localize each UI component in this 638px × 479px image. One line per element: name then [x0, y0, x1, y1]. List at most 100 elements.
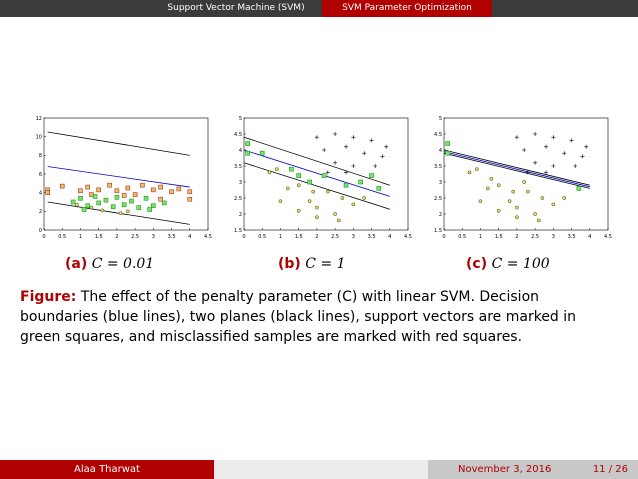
plus-point — [580, 154, 585, 159]
x-tick-label: 2 — [115, 234, 118, 240]
footer-title-area — [214, 460, 428, 479]
circle-point — [540, 196, 545, 200]
y-tick-label: 1.5 — [434, 228, 442, 234]
circle-point — [551, 202, 556, 207]
plus-point — [544, 170, 549, 175]
circle-point — [336, 218, 341, 223]
misclassified-marker — [151, 187, 156, 193]
plus-point — [584, 144, 589, 149]
header-navigation-bar: Support Vector Machine (SVM) SVM Paramet… — [0, 0, 638, 17]
x-tick-label: 0 — [242, 234, 245, 240]
x-tick-label: 4.5 — [204, 234, 212, 240]
nav-section-svm[interactable]: Support Vector Machine (SVM) — [167, 3, 305, 13]
figure-label: Figure: — [20, 289, 77, 305]
circle-point — [340, 196, 345, 200]
circle-point — [315, 205, 319, 210]
circle-point — [496, 208, 501, 213]
plus-point — [373, 164, 378, 168]
x-tick-label: 1 — [79, 234, 82, 240]
margin-plane-line — [243, 162, 390, 210]
y-tick-label: 2 — [239, 212, 242, 218]
misclassified-marker — [169, 189, 174, 195]
y-tick-label: 4.5 — [434, 132, 442, 138]
plus-point — [344, 170, 349, 175]
plus-point — [369, 138, 374, 143]
x-tick-label: 4.5 — [604, 234, 612, 240]
figure-caption: Figure: The effect of the penalty parame… — [20, 287, 620, 347]
misclassified-marker — [158, 184, 163, 190]
x-tick-label: 2 — [515, 234, 518, 240]
y-tick-label: 0 — [39, 228, 42, 234]
support-vector-marker — [445, 150, 450, 156]
x-tick-label: 2.5 — [131, 234, 139, 240]
support-vector-marker — [147, 207, 152, 212]
x-tick-label: 2 — [315, 234, 318, 240]
misclassified-marker — [132, 192, 138, 197]
circle-point — [74, 202, 79, 207]
circle-point — [278, 199, 283, 204]
support-vector-marker — [321, 173, 327, 178]
circle-point — [467, 170, 472, 175]
plus-point — [362, 151, 367, 156]
misclassified-marker — [158, 196, 163, 202]
y-tick-label: 4.5 — [234, 132, 242, 138]
support-vector-marker — [110, 204, 116, 209]
x-tick-label: 3.5 — [168, 234, 176, 240]
plus-point — [344, 144, 349, 149]
x-tick-label: 1 — [279, 234, 282, 240]
subfigure-parameter: C = 1 — [305, 256, 346, 272]
circle-point — [274, 167, 279, 172]
scatter-plot-b: 0 0.5 1 1.5 2 2.5 3 3.5 4 4.5 1.5 2 2.5 3 3.5 4 4.5 5 — [234, 116, 412, 240]
subfigure-caption-c: (c) C = 100 — [466, 256, 550, 272]
plus-point — [551, 164, 556, 168]
y-tick-label: 3.5 — [434, 164, 442, 170]
circle-point — [89, 205, 94, 210]
subfigure-caption-a: (a) C = 0.01 — [65, 256, 154, 272]
footer-date: November 3, 2016 — [458, 464, 552, 475]
circle-point — [485, 186, 490, 191]
x-tick-label: 1.5 — [495, 234, 503, 240]
plus-point — [551, 135, 556, 140]
x-tick-label: 3.5 — [368, 234, 376, 240]
y-tick-label: 2 — [439, 212, 442, 218]
y-tick-label: 2.5 — [234, 196, 242, 202]
margin-plane-line — [243, 136, 390, 186]
support-vector-marker — [70, 199, 76, 205]
plus-point — [333, 132, 338, 136]
circle-point — [325, 189, 330, 194]
circle-point — [296, 183, 301, 188]
x-tick-label: 0 — [42, 234, 45, 240]
plus-point — [544, 144, 549, 149]
decision-boundary-line — [443, 151, 590, 188]
circle-point — [474, 167, 479, 172]
subfigure-label: (b) — [278, 256, 301, 272]
subfigure-label: (a) — [65, 256, 88, 272]
plus-point — [380, 154, 385, 159]
scatter-plot-c: 0 0.5 1 1.5 2 2.5 3 3.5 4 4.5 1.5 2 2.5 3 3.5 4 4.5 5 — [434, 116, 612, 240]
misclassified-marker — [85, 184, 91, 190]
circle-point — [536, 218, 541, 223]
x-tick-label: 0.5 — [258, 234, 266, 240]
circle-point — [333, 212, 337, 216]
circle-point — [285, 186, 290, 191]
support-vector-marker — [358, 179, 363, 185]
margin-plane-line — [443, 149, 590, 186]
x-tick-label: 3 — [552, 234, 555, 240]
y-tick-label: 4 — [439, 148, 442, 154]
scatter-plot-a: 0 0.5 1 1.5 2 2.5 3 3.5 4 4.5 0 2 4 6 8 10 12 — [36, 116, 212, 240]
nav-section-parameter-optimization[interactable]: SVM Parameter Optimization — [322, 0, 492, 17]
plus-point — [351, 135, 356, 140]
circle-point — [125, 209, 130, 214]
support-vector-marker — [307, 179, 312, 185]
circle-point — [315, 215, 319, 220]
margin-plane-line — [47, 131, 190, 156]
x-tick-label: 0.5 — [458, 234, 466, 240]
support-vector-marker — [289, 166, 294, 172]
x-tick-label: 4.5 — [404, 234, 412, 240]
circle-point — [362, 196, 367, 200]
plus-point — [562, 151, 567, 156]
support-vector-marker — [92, 194, 98, 199]
x-tick-label: 1.5 — [95, 234, 103, 240]
plus-point — [314, 135, 319, 140]
y-tick-label: 6 — [39, 172, 42, 178]
